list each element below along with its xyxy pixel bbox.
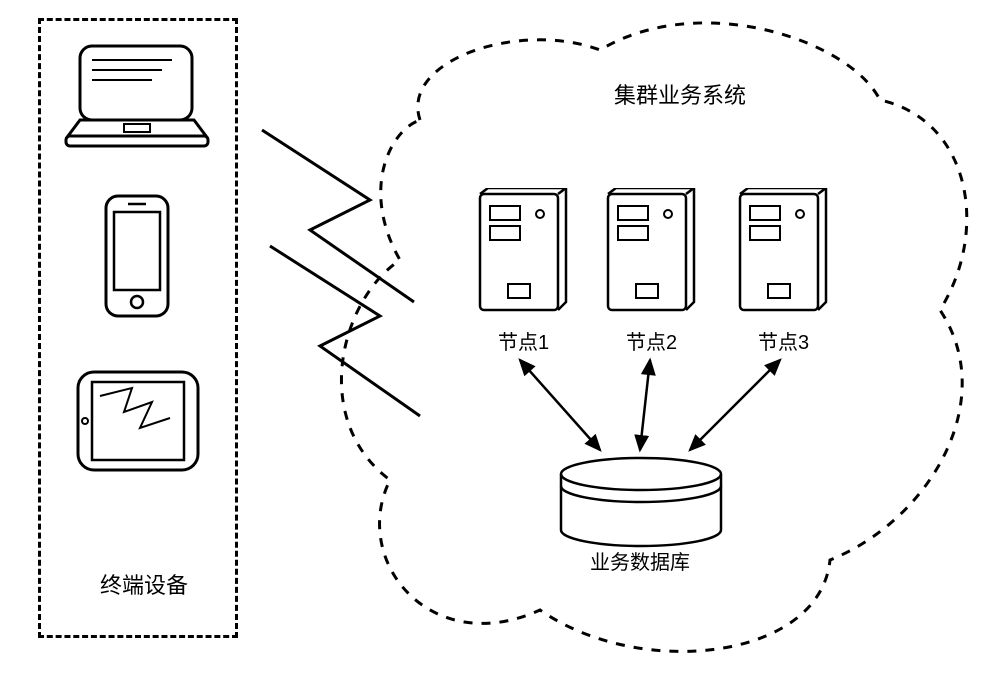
diagram-stage: 终端设备 集群业务系统 节点1 节点2 节点3 [0, 0, 1000, 684]
node-db-arrows [0, 0, 1000, 684]
